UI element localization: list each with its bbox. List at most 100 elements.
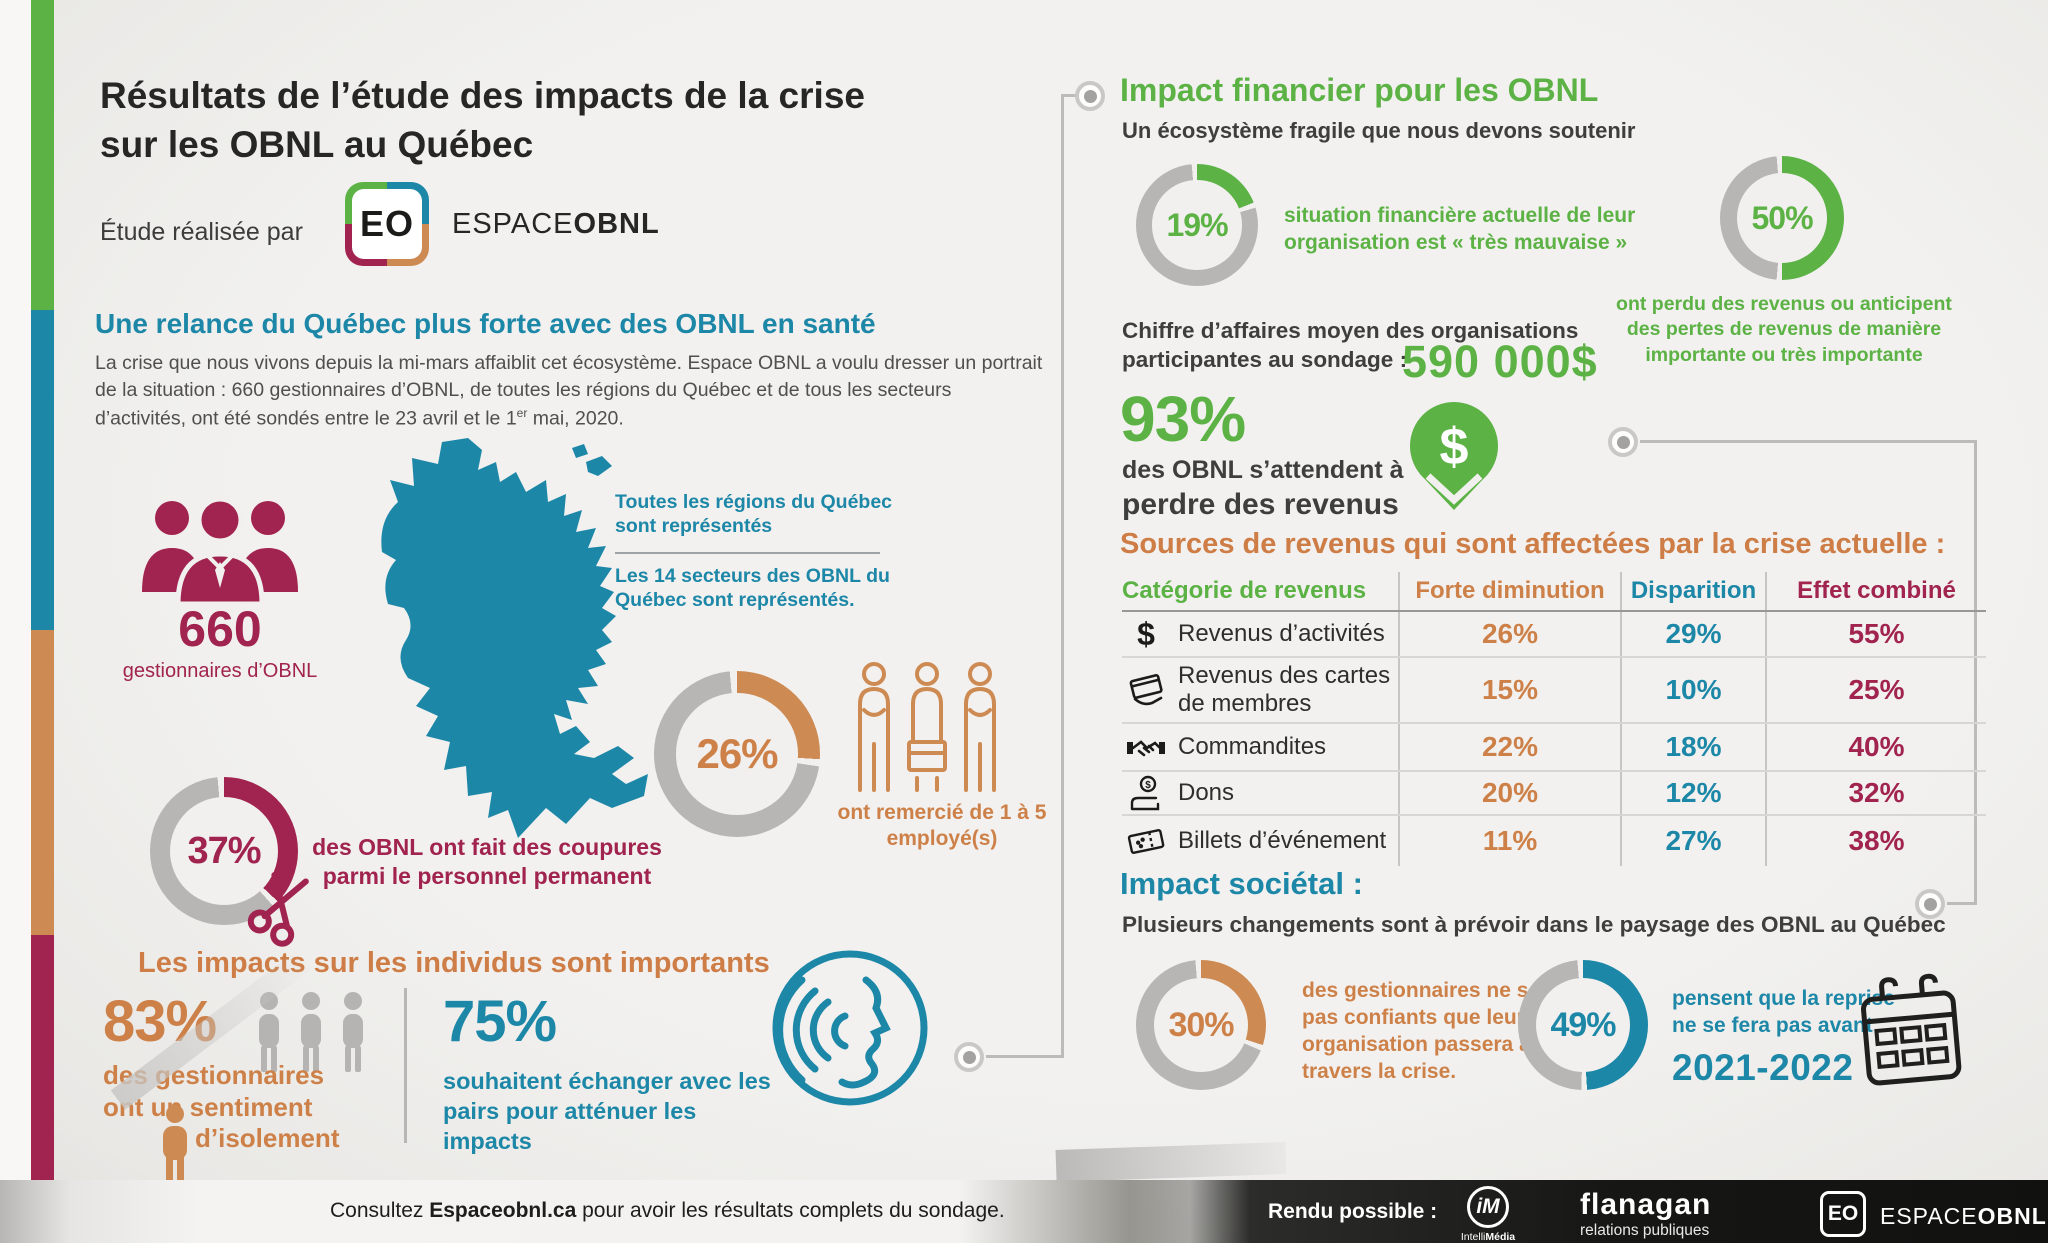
notes-divider	[615, 552, 880, 554]
espaceobnl-link[interactable]: Espaceobnl.ca	[429, 1199, 577, 1222]
row-disparition: 12%	[1620, 772, 1765, 814]
row-disparition: 27%	[1620, 816, 1765, 866]
connector-node	[1075, 81, 1105, 111]
respondent-count: 660	[178, 601, 262, 657]
table-heading: Sources de revenus qui sont affectées pa…	[1120, 528, 1946, 560]
lost-revenue-caption: ont perdu des revenus ou anticipent des …	[1616, 293, 1952, 366]
row-label: Dons	[1178, 779, 1235, 806]
colorbar-green	[31, 0, 54, 310]
societal-heading: Impact sociétal :	[1120, 866, 1363, 901]
svg-text:$: $	[1137, 617, 1155, 651]
donation-hand-icon: $	[1126, 775, 1166, 811]
avg-revenue-value: 590 000$	[1402, 336, 1598, 387]
col-header-forte-diminution: Forte diminution	[1398, 572, 1620, 610]
connector-line	[1947, 902, 1977, 905]
not-confident-caption: des gestionnaires ne sont pas confiants …	[1302, 979, 1562, 1083]
row-combine: 40%	[1765, 724, 1986, 770]
societal-subheading: Plusieurs changements sont à prévoir dan…	[1122, 912, 1946, 937]
connector-line	[1061, 94, 1077, 97]
scissors-icon	[247, 872, 309, 947]
exchange-caption: souhaitent échanger avec les pairs pour …	[443, 1068, 771, 1155]
row-forte: 22%	[1398, 724, 1620, 770]
quebec-map	[381, 438, 648, 838]
table-row: $ Revenus d’activités 26% 29% 55%	[1122, 612, 1986, 658]
lost-revenue-donut: 50%	[1720, 156, 1844, 280]
table-header-row: Catégorie de revenus Forte diminution Di…	[1122, 572, 1986, 612]
respondent-caption: gestionnaires d’OBNL	[122, 660, 318, 682]
row-label: Revenus d’activités	[1178, 620, 1385, 647]
lost-revenue-donut-value: 50%	[1751, 199, 1813, 236]
managers-group-icon	[142, 496, 298, 604]
dollar-icon: $	[1126, 617, 1166, 651]
row-disparition: 10%	[1620, 658, 1765, 722]
row-label: Revenus des cartes de membres	[1178, 662, 1391, 717]
cuts-donut: 37%	[150, 777, 298, 925]
table-row: Revenus des cartes de membres 15% 10% 25…	[1122, 658, 1986, 724]
regions-note: Toutes les régions du Québec sont représ…	[615, 491, 893, 538]
membership-card-icon	[1126, 672, 1166, 708]
expect-loss-line2: perdre des revenus	[1122, 488, 1399, 521]
colorbar-orange	[31, 630, 54, 935]
row-forte: 26%	[1398, 612, 1620, 656]
flanagan-name: flanagan	[1580, 1188, 1712, 1221]
row-disparition: 29%	[1620, 612, 1765, 656]
recovery-donut: 49%	[1518, 960, 1648, 1090]
layoffs-donut: 26%	[654, 671, 820, 837]
avg-revenue-label: Chiffre d’affaires moyen des organisatio…	[1122, 318, 1579, 373]
dollar-down-icon: $	[1410, 402, 1498, 510]
impacts-divider	[404, 988, 407, 1143]
laid-off-employees-icon	[858, 662, 996, 792]
connector-node	[1608, 427, 1638, 457]
financial-subheading: Un écosystème fragile que nous devons so…	[1122, 118, 1636, 143]
footer-espaceobnl-wordmark: ESPACEOBNL	[1880, 1203, 2047, 1229]
row-forte: 20%	[1398, 772, 1620, 814]
col-header-category: Catégorie de revenus	[1122, 577, 1367, 604]
row-combine: 55%	[1765, 612, 1986, 656]
intro-paragraph: La crise que nous vivons depuis la mi-ma…	[95, 352, 1043, 430]
table-row: $ Dons 20% 12% 32%	[1122, 772, 1986, 816]
not-confident-donut-value: 30%	[1168, 1005, 1234, 1044]
expect-loss-line1: des OBNL s’attendent à	[1122, 456, 1404, 484]
row-forte: 11%	[1398, 816, 1620, 866]
col-header-disparition: Disparition	[1620, 572, 1765, 610]
recovery-donut-value: 49%	[1550, 1005, 1616, 1044]
row-disparition: 18%	[1620, 724, 1765, 770]
connector-line	[1640, 440, 1977, 443]
page-title: Résultats de l’étude des impacts de la c…	[100, 75, 865, 165]
table-row: Billets d’événement 11% 27% 38%	[1122, 816, 1986, 866]
footer-eo-logo: EO	[1820, 1191, 1866, 1237]
footer-bar	[0, 1180, 2048, 1243]
ribbon-swoosh	[1055, 1141, 1287, 1183]
exchange-pct: 75%	[443, 989, 557, 1054]
isolated-person-icon	[163, 1105, 187, 1182]
event-ticket-icon	[1126, 824, 1166, 858]
table-row: Commandites 22% 18% 40%	[1122, 724, 1986, 772]
connector-line	[1061, 95, 1064, 1058]
intellimedia-mark: iM	[1467, 1186, 1509, 1228]
very-bad-caption: situation financière actuelle de leur or…	[1284, 204, 1636, 255]
very-bad-donut-value: 19%	[1166, 206, 1228, 243]
svg-text:$: $	[1440, 418, 1469, 476]
cuts-caption: des OBNL ont fait des coupures parmi le …	[312, 834, 662, 889]
espaceobnl-logo: EO	[345, 182, 429, 266]
expect-loss-pct: 93%	[1120, 383, 1246, 455]
calendar-icon	[1861, 973, 1962, 1086]
not-confident-donut: 30%	[1136, 960, 1266, 1090]
colorbar-teal	[31, 310, 54, 630]
financial-heading: Impact financier pour les OBNL	[1120, 72, 1599, 108]
colorbar-maroon	[31, 935, 54, 1243]
espaceobnl-wordmark: ESPACEOBNL	[452, 208, 660, 240]
handshake-icon	[1126, 733, 1166, 761]
recovery-years: 2021-2022	[1672, 1046, 1854, 1088]
talking-face-icon	[772, 950, 928, 1106]
cuts-donut-value: 37%	[187, 829, 261, 872]
row-combine: 38%	[1765, 816, 1986, 866]
isolation-caption: des gestionnaires ont un sentiment d’iso…	[103, 1060, 340, 1154]
row-label: Billets d’événement	[1178, 827, 1387, 854]
col-header-effet-combine: Effet combiné	[1765, 572, 1986, 610]
row-label: Commandites	[1178, 733, 1327, 760]
sectors-note: Les 14 secteurs des OBNL du Québec sont …	[615, 565, 890, 612]
connector-line	[986, 1055, 1063, 1058]
recovery-caption: pensent que la reprise ne se fera pas av…	[1672, 986, 1895, 1091]
